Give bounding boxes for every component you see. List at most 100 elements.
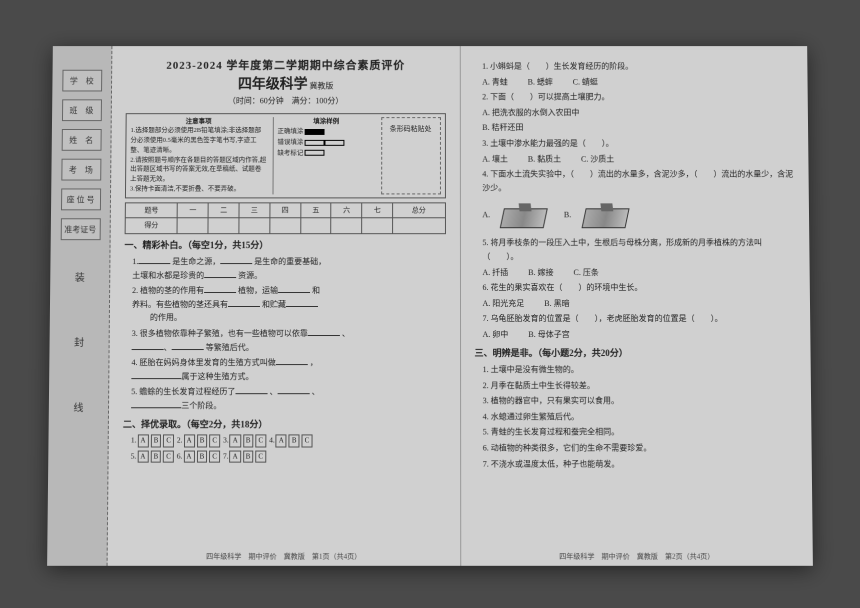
q3b: 、 [342, 329, 350, 338]
diagram-b [583, 199, 633, 233]
binding-char-3: 线 [73, 399, 83, 414]
score-value-row: 得分 [125, 218, 445, 233]
rq1: 1. 小蝌蚪是（ ）生长发育经历的阶段。 [482, 60, 793, 73]
answer-row-1: 1.ABC 2.ABC 3.ABC 4.ABC [131, 434, 446, 447]
rq6-opts: A. 阳光充足 B. 黑暗 [482, 297, 796, 311]
rq6b: B. 黑暗 [544, 297, 569, 311]
rq6: 6. 花生的果实喜欢在（ ）的环境中生长。 [482, 281, 795, 295]
footer-right: 四年级科学 期中评价 冀教版 第2页（共4页） [461, 551, 813, 562]
rq4-diagrams: A. B. [482, 197, 795, 235]
q3d: 等繁殖后代。 [206, 343, 254, 352]
title-edition: 冀教版 [310, 81, 334, 90]
rq3c: C. 沙质土 [581, 152, 614, 165]
q2a: 2. 植物的茎的作用有 [132, 286, 204, 295]
binding-box-seat: 座 位 号 [61, 188, 101, 210]
q3a: 3. 很多植物依靠种子繁殖，也有一些植物可以依靠 [132, 329, 308, 338]
q1c: 是生命的重要基础， [254, 257, 326, 266]
sample-wrong: 错误填涂 [278, 139, 304, 146]
q2b: 植物，运输 [238, 286, 278, 295]
rq5c: C. 压条 [573, 266, 598, 280]
ar1-4: 4. [269, 435, 275, 444]
q2: 2. 植物的茎的作用有 植物，运输 和 养料。有些植物的茎还具有 和贮藏 的作用… [132, 284, 446, 325]
rq3b: B. 黏质土 [528, 152, 561, 165]
binding-box-school: 学 校 [62, 70, 102, 92]
binding-box-id: 准考证号 [60, 218, 100, 240]
instructions-text: 注意事项 1.选择题部分必须使用2B铅笔填涂;非选择题部分必须使用0.5毫米的黑… [130, 117, 267, 194]
q2f: 的作用。 [150, 311, 446, 325]
rq4: 4. 下面水土流失实验中，（ ）流出的水量多，含泥沙多，（ ）流出的水量少，含泥… [482, 168, 795, 195]
sh-5: 五 [300, 202, 331, 217]
rq5a: A. 扦插 [482, 266, 508, 280]
title-time: （时间：60分钟 满分：100分） [126, 95, 446, 107]
sample-correct: 正确填涂 [278, 128, 304, 135]
title-year: 2023-2024 学年度第二学期期中综合素质评价 [126, 58, 445, 74]
binding-char-1: 装 [75, 269, 85, 284]
rq5-opts: A. 扦插 B. 嫁接 C. 压条 [482, 266, 795, 280]
q1e: 资源。 [238, 271, 262, 280]
rq3: 3. 土壤中渗水能力最强的是（ ）。 [482, 137, 794, 150]
rq4A: A. [482, 210, 490, 219]
s3-2: 2. 月季在黏质土中生长得较差。 [483, 379, 797, 393]
ar2-2: 6. [177, 451, 183, 460]
score-header-row: 题号 一 二 三 四 五 六 七 总分 [125, 202, 445, 217]
title-subject: 四年级科学 [238, 77, 308, 92]
q5b: 、 [270, 387, 278, 396]
rq7a: A. 卵中 [483, 328, 509, 342]
sh-0: 题号 [125, 202, 177, 217]
footer-left: 四年级科学 期中评价 冀教版 第1页（共4页） [108, 551, 460, 562]
sh-6: 六 [331, 202, 362, 217]
mark-wrong1 [305, 139, 325, 145]
barcode-area: 条形码粘贴处 [381, 117, 441, 194]
instructions-box: 注意事项 1.选择题部分必须使用2B铅笔填涂;非选择题部分必须使用0.5毫米的黑… [125, 113, 446, 198]
rq3-opts: A. 壤土 B. 黏质土 C. 沙质土 [482, 152, 794, 165]
mark-missing [305, 150, 325, 156]
s3-3: 3. 植物的器官中，只有果实可以食用。 [483, 394, 797, 408]
instr-2: 2.请按照题号顺序在各题目的答题区域内作答,超出答题区域书写的答案无效,在草稿纸… [130, 155, 266, 184]
q2d: 养料。有些植物的茎还具有 [132, 300, 228, 309]
q1: 1. 是生命之源， 是生命的重要基础， 土壤和水都是珍贵的 资源。 [132, 255, 445, 282]
section2-title: 二、择优录取。（每空2分，共18分） [123, 418, 446, 432]
rq7: 7. 乌龟胚胎发育的位置是（ ），老虎胚胎发育的位置是（ ）。 [483, 312, 797, 326]
q5d: 三个阶段。 [181, 401, 221, 410]
title-block: 2023-2024 学年度第二学期期中综合素质评价 四年级科学 冀教版 （时间：… [126, 58, 446, 107]
sh-2: 二 [208, 202, 239, 217]
q3c: 、 [164, 343, 172, 352]
s3-7: 7. 不浇水或温度太低，种子也能萌发。 [483, 457, 798, 471]
page-2: 1. 小蝌蚪是（ ）生长发育经历的阶段。 A. 青蛙 B. 蟋蟀 C. 蜻蜓 2… [460, 46, 813, 566]
binding-box-room: 考 场 [61, 159, 101, 181]
sh-3: 三 [239, 202, 270, 217]
binding-box-class: 班 级 [61, 99, 101, 121]
rq1-opts: A. 青蛙 B. 蟋蟀 C. 蜻蜓 [482, 75, 794, 88]
sh-1: 一 [178, 202, 209, 217]
rq2a: A. 把洗衣服的水倒入农田中 [482, 106, 794, 119]
exam-paper: 学 校 班 级 姓 名 考 场 座 位 号 准考证号 装 封 线 2023-20… [47, 46, 813, 566]
s3-6: 6. 动植物的种类很多，它们的生命不需要珍爱。 [483, 441, 798, 455]
rq7b: B. 母体子宫 [528, 328, 569, 342]
rq3a: A. 壤土 [482, 152, 508, 165]
rq1a: A. 青蛙 [482, 75, 508, 88]
rq7-opts: A. 卵中 B. 母体子宫 [483, 328, 797, 342]
q5c: 、 [312, 387, 320, 396]
diagram-a [502, 199, 552, 233]
section3-title: 三、明辨是非。（每小题2分，共20分） [475, 347, 797, 361]
sh-4: 四 [270, 202, 301, 217]
q5a: 5. 蟾蜍的生长发育过程经历了 [131, 387, 235, 396]
ar2-3: 7. [223, 451, 229, 460]
q2e: 和贮藏 [262, 300, 286, 309]
rq5b: B. 嫁接 [528, 266, 553, 280]
ar1-1: 1. [131, 435, 137, 444]
binding-char-2: 封 [74, 334, 84, 349]
sh-7: 七 [362, 202, 393, 217]
rq1b: B. 蟋蟀 [528, 75, 553, 88]
fill-sample: 填涂样例 正确填涂 错误填涂 缺考标记 [272, 117, 374, 194]
sample-title: 填涂样例 [278, 117, 375, 127]
q3: 3. 很多植物依靠种子繁殖，也有一些植物可以依靠 、 、 等繁殖后代。 [132, 327, 446, 354]
mark-correct [305, 129, 325, 135]
s3-1: 1. 土壤中是没有微生物的。 [483, 363, 797, 377]
binding-strip: 学 校 班 级 姓 名 考 场 座 位 号 准考证号 装 封 线 [47, 46, 112, 566]
rq2b: B. 秸秆还田 [482, 121, 794, 134]
answer-row-2: 5.ABC 6.ABC 7.ABC [131, 450, 446, 463]
rq6a: A. 阳光充足 [482, 297, 524, 311]
sv-label: 得分 [125, 218, 177, 233]
s3-5: 5. 青蛙的生长发育过程和蚕完全相同。 [483, 426, 798, 440]
